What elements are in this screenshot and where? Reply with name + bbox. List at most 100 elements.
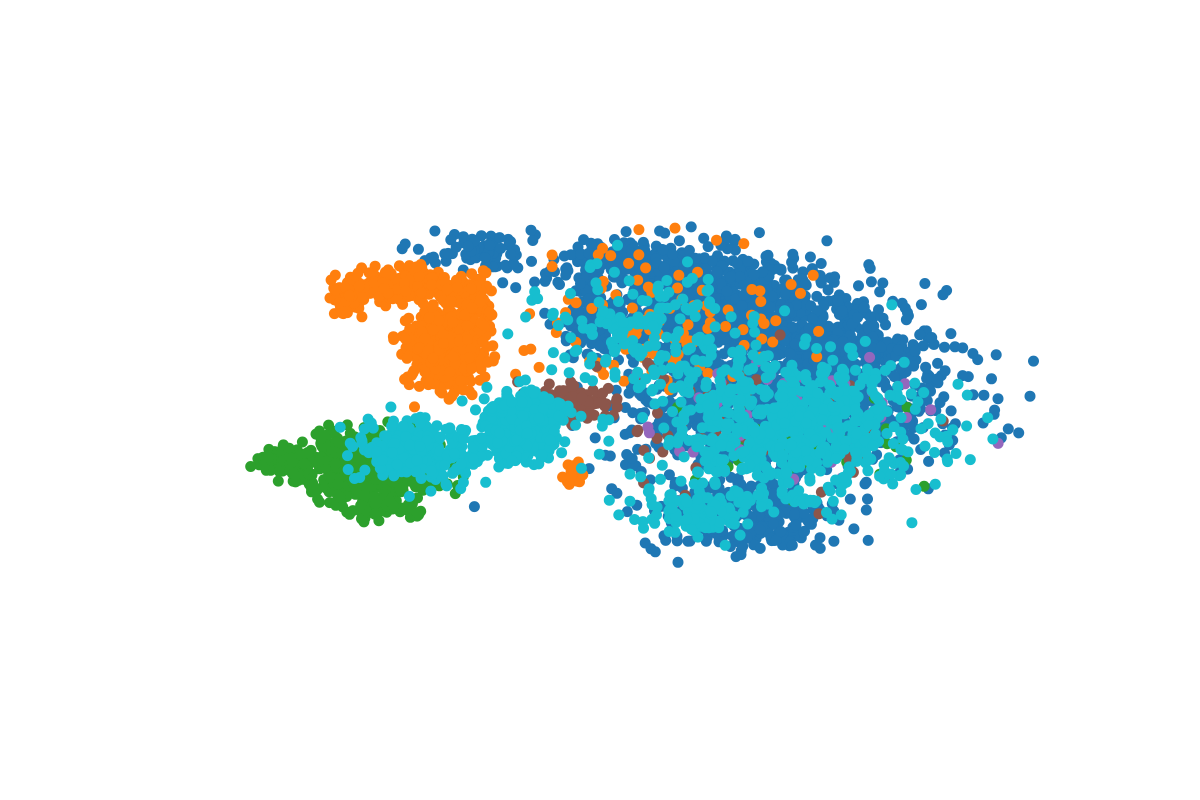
scatter-point [914, 329, 926, 341]
scatter-point [957, 370, 969, 382]
scatter-point [466, 363, 477, 375]
scatter-point [409, 401, 420, 413]
scatter-point [815, 258, 827, 269]
scatter-point [862, 534, 874, 546]
scatter-point [477, 336, 489, 348]
scatter-point [594, 340, 606, 352]
scatter-point [789, 509, 800, 520]
scatter-point [483, 306, 495, 318]
scatter-point [478, 319, 490, 331]
scatter-point [343, 290, 355, 302]
scatter-point [403, 312, 415, 324]
scatter-point [330, 458, 341, 470]
scatter-point [874, 286, 886, 298]
scatter-point [992, 393, 1004, 405]
scatter-point [626, 453, 638, 464]
scatter-point [570, 297, 582, 309]
scatter-point [462, 334, 473, 345]
scatter-point [494, 232, 506, 244]
scatter-point [864, 351, 876, 363]
scatter-point [934, 397, 946, 409]
scatter-point [411, 261, 423, 273]
scatter-point [919, 278, 931, 289]
scatter-point [864, 311, 876, 323]
scatter-point [399, 238, 411, 250]
scatter-point [369, 508, 381, 520]
scatter-point [539, 275, 551, 287]
scatter-point [400, 333, 412, 345]
scatter-point [353, 280, 365, 292]
scatter-point [597, 387, 609, 399]
scatter-point [575, 278, 586, 290]
scatter-point [672, 556, 684, 568]
scatter-point [546, 261, 558, 272]
scatter-point [399, 504, 411, 515]
scatter-point [785, 279, 797, 290]
scatter-point [623, 387, 635, 399]
scatter-point [745, 480, 757, 492]
scatter-point [518, 345, 530, 356]
scatter-point [908, 433, 920, 445]
scatter-point [908, 360, 920, 372]
scatter-point [804, 251, 816, 263]
scatter-point [828, 535, 840, 547]
scatter-point [786, 539, 798, 551]
scatter-point [926, 332, 938, 343]
scatter-point [505, 236, 517, 248]
scatter-point [939, 341, 950, 353]
scatter-point [519, 374, 531, 386]
scatter-point [400, 285, 412, 297]
scatter-point [932, 357, 944, 369]
scatter-point [585, 237, 597, 249]
scatter-point [803, 322, 815, 334]
scatter-point [633, 249, 645, 261]
scatter-point [401, 352, 413, 364]
scatter-point [986, 373, 997, 385]
scatter-point [654, 225, 666, 237]
scatter-point [611, 487, 623, 499]
scatter-point [858, 301, 870, 313]
scatter-point [721, 285, 733, 297]
scatter-point [917, 340, 929, 352]
scatter-point [314, 455, 326, 466]
scatter-point [755, 296, 767, 307]
scatter-point [832, 295, 844, 307]
scatter-point [388, 334, 400, 345]
scatter-point [700, 535, 712, 547]
scatter-point [877, 277, 889, 289]
scatter-point [637, 236, 649, 248]
scatter-point [450, 241, 462, 253]
scatter-point [312, 493, 324, 505]
scatter-point [821, 235, 833, 247]
scatter-point [451, 281, 463, 293]
scatter-point [848, 523, 860, 535]
scatter-point [286, 456, 298, 468]
scatter-point [865, 276, 877, 288]
scatter-point [990, 349, 1002, 361]
scatter-point [945, 328, 957, 340]
scatter-point [852, 312, 864, 323]
scatter-point [423, 312, 435, 323]
scatter-point [315, 433, 327, 445]
scatter-point [836, 305, 848, 317]
scatter-point [560, 269, 572, 281]
scatter-point [784, 348, 796, 360]
scatter-point [731, 257, 743, 269]
scatter-point [738, 238, 750, 250]
scatter-point [359, 490, 370, 502]
scatter-point [408, 365, 420, 377]
scatter-point [978, 389, 990, 401]
scatter-point [446, 390, 458, 402]
scatter-point [718, 348, 730, 360]
scatter-point [619, 402, 631, 413]
scatter-point [273, 466, 285, 477]
scatter-point [497, 277, 509, 289]
scatter-point [853, 280, 864, 292]
scatter-point [652, 407, 663, 419]
scatter-point [767, 488, 779, 500]
scatter-point [427, 352, 439, 364]
points-layer [245, 221, 1039, 568]
scatter-point [735, 549, 747, 561]
scatter-point [807, 269, 819, 281]
scatter-point [329, 269, 341, 281]
